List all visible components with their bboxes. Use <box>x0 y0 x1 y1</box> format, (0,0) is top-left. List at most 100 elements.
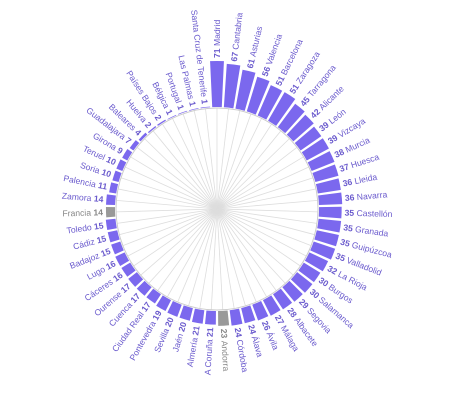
bar-baleares <box>138 132 148 142</box>
bar-segovia <box>282 280 303 302</box>
bar-leon <box>294 126 322 151</box>
bar-barcelona <box>257 85 283 120</box>
category-label: Almería <box>185 334 200 367</box>
label-cantabria: 67 Cantabria <box>229 12 245 62</box>
value-label: 35 <box>344 208 356 218</box>
grid-spoke <box>216 208 294 276</box>
grid-spoke <box>116 199 218 210</box>
bar-almeria <box>191 308 205 324</box>
bar-asturias <box>235 69 256 111</box>
bar-zaragoza <box>268 92 296 126</box>
value-label: 36 <box>344 192 357 203</box>
value-label: 38 <box>333 146 348 160</box>
bar-navarra <box>318 192 343 206</box>
bar-castellon <box>318 206 342 219</box>
grid-spoke <box>205 108 218 210</box>
label-zamora: Zamora 14 <box>62 191 104 205</box>
bar-murcia <box>307 151 335 172</box>
bar-huesca <box>312 164 339 183</box>
category-label: Huesca <box>349 152 380 171</box>
grid-spoke <box>216 208 257 303</box>
bar-valladolid <box>310 241 336 260</box>
bar-tarragona <box>277 103 305 134</box>
grid-spoke <box>216 156 304 210</box>
label-madrid: 71 Madrid <box>212 20 222 58</box>
bar-burgos <box>298 262 321 283</box>
bar-caceres <box>121 262 136 277</box>
grid-spoke <box>216 108 229 210</box>
grid-spoke <box>122 208 218 247</box>
bar-cordoba <box>229 308 243 326</box>
category-label: Lleida <box>353 172 378 186</box>
value-label: 35 <box>334 251 349 265</box>
grid-spoke <box>216 208 277 291</box>
value-label: 37 <box>338 161 352 174</box>
category-label: Álava <box>250 335 266 359</box>
label-castellon: 35 Castellón <box>344 208 392 219</box>
grid-spoke <box>140 208 218 276</box>
value-label: 21 <box>205 327 216 337</box>
category-label: Madrid <box>212 20 222 46</box>
grid-spoke <box>148 208 218 284</box>
value-label: 16 <box>104 258 117 271</box>
bar-francia <box>105 206 116 218</box>
grid-spoke <box>216 208 307 257</box>
value-label: 14 <box>93 193 104 204</box>
bar-badajoz <box>111 241 124 255</box>
value-label: 61 <box>245 55 257 69</box>
bar-guipuzcoa <box>314 230 339 247</box>
value-label: 56 <box>260 63 273 78</box>
grid-spoke <box>157 208 218 291</box>
grid-spoke <box>188 208 218 307</box>
value-label: 10 <box>100 167 112 180</box>
category-label: León <box>327 106 348 126</box>
category-label: Jaén <box>170 330 186 353</box>
grid-spoke <box>117 188 218 210</box>
value-label: 1 <box>175 103 186 111</box>
category-label: Córdoba <box>235 339 251 373</box>
bar-a-coruna <box>205 310 216 325</box>
value-label: 51 <box>273 72 287 87</box>
category-label: Cantabria <box>230 12 244 50</box>
label-toledo: Toledo 15 <box>66 220 105 235</box>
grid-spoke <box>166 208 218 298</box>
grid-spoke <box>216 130 282 210</box>
category-label: Navarra <box>356 189 388 202</box>
bar-sevilla <box>167 300 182 317</box>
grid-spoke <box>216 138 290 210</box>
grid-spoke <box>216 208 224 310</box>
bar-paises-bajos <box>157 119 166 126</box>
grid-spoke <box>216 208 268 298</box>
grid-spoke <box>193 110 218 210</box>
grid-spoke <box>216 147 298 210</box>
category-label: Guipúzcoa <box>351 240 393 260</box>
value-label: 21 <box>190 325 202 336</box>
bar-soria <box>112 170 122 183</box>
category-label: Toledo <box>66 222 95 236</box>
grid-spoke <box>216 208 318 213</box>
value-label: 19 <box>150 309 164 322</box>
bar-malaga <box>262 295 281 316</box>
grid-spoke <box>119 208 218 236</box>
category-label: Granada <box>355 224 390 239</box>
grid-spoke <box>216 208 286 284</box>
bar-madrid <box>210 60 224 108</box>
value-label: 35 <box>343 222 356 234</box>
grid-spoke <box>152 130 218 210</box>
value-label: 14 <box>93 207 103 217</box>
label-cordoba: 24 Córdoba <box>233 327 251 373</box>
grid-spoke <box>127 208 218 257</box>
grid-spoke <box>216 166 310 210</box>
category-label: Andorra <box>220 340 232 371</box>
grid-spoke <box>182 113 218 210</box>
value-label: 23 <box>219 328 230 341</box>
bar-belgica <box>167 114 177 120</box>
value-label: 1 <box>187 100 198 107</box>
value-label: 2 <box>153 113 164 123</box>
bar-pontevedra <box>156 295 172 312</box>
value-label: 24 <box>233 327 245 340</box>
bar-jaen <box>179 305 193 321</box>
value-label: 71 <box>212 46 222 58</box>
